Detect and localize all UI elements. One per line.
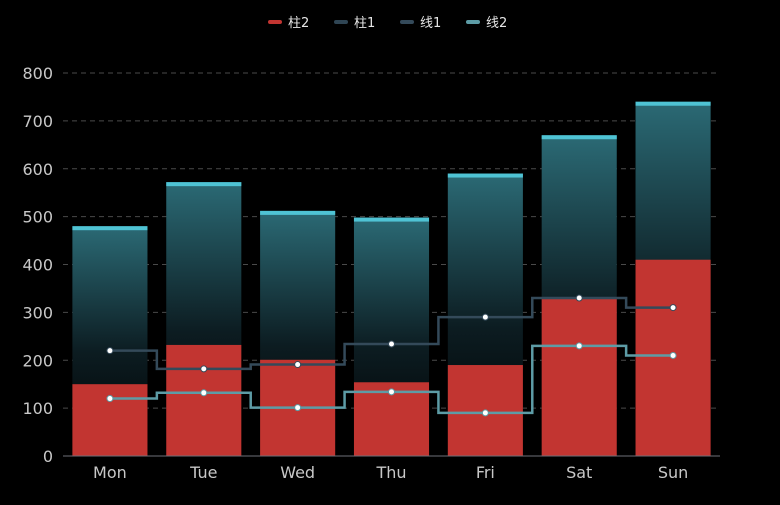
data-point (106, 347, 114, 355)
y-tick-label: 200 (22, 351, 53, 370)
x-tick-label: Sat (566, 463, 592, 482)
x-tick-label: Fri (476, 463, 495, 482)
y-tick-label: 0 (43, 447, 53, 466)
legend-label: 线1 (420, 16, 441, 31)
bar-cap (353, 217, 430, 222)
data-point (481, 313, 489, 321)
data-point (200, 389, 208, 397)
data-point (575, 294, 583, 302)
y-tick-label: 800 (22, 64, 53, 83)
legend-swatch (400, 20, 414, 24)
x-tick-label: Tue (189, 463, 217, 482)
x-tick-label: Sun (658, 463, 688, 482)
y-tick-label: 700 (22, 112, 53, 131)
x-tick-label: Mon (93, 463, 127, 482)
x-tick-label: Thu (375, 463, 406, 482)
legend-label: 柱1 (354, 16, 375, 31)
legend[interactable]: 柱2 柱1 线1 线2 (268, 16, 507, 31)
y-tick-label: 600 (22, 160, 53, 179)
legend-swatch (334, 20, 348, 24)
legend-swatch (466, 20, 480, 24)
bar-cap (72, 226, 148, 231)
bar (72, 384, 148, 456)
x-axis: Mon Tue Wed Thu Fri Sat Sun (63, 455, 720, 482)
data-point (388, 388, 395, 396)
bar-cap (635, 101, 711, 106)
bar-cap (541, 135, 617, 140)
legend-swatch (268, 20, 282, 24)
data-point (106, 395, 114, 403)
x-tick-label: Wed (280, 463, 315, 482)
y-axis: 0 100 200 300 400 500 600 700 800 (22, 64, 53, 466)
data-point (669, 304, 677, 312)
bar (541, 298, 617, 456)
data-point (388, 340, 395, 348)
line-series[interactable] (106, 294, 677, 417)
data-point (481, 409, 489, 417)
bar-cap (166, 182, 242, 187)
data-point (294, 404, 302, 412)
bar-cap (447, 173, 523, 178)
y-tick-label: 400 (22, 256, 53, 275)
y-tick-label: 300 (22, 303, 53, 322)
legend-label: 柱2 (288, 16, 309, 31)
data-point (200, 365, 208, 373)
bar (166, 344, 242, 456)
data-point (669, 351, 677, 359)
y-tick-label: 500 (22, 208, 53, 227)
legend-label: 线2 (486, 16, 507, 31)
y-tick-label: 100 (22, 399, 53, 418)
bar-cap (260, 210, 336, 215)
data-point (294, 361, 302, 369)
data-point (575, 342, 583, 350)
